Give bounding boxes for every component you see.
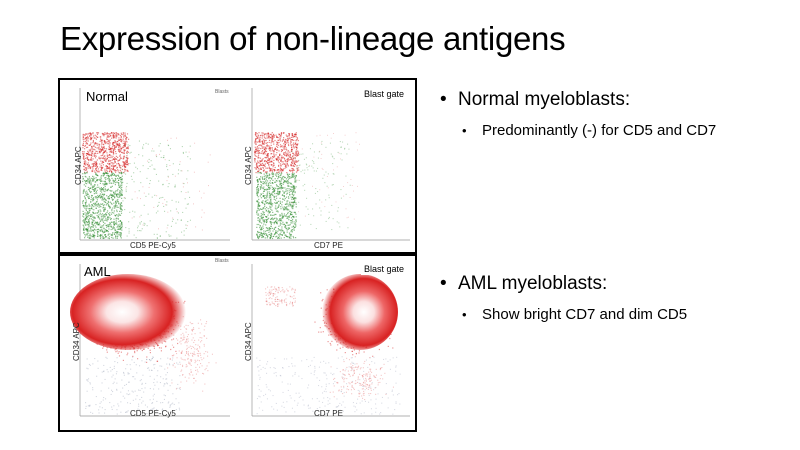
bullet-aml-myeloblasts: • AML myeloblasts:	[440, 272, 780, 296]
normal-flow-panel: Normal Blasts Blast gate CD34 APC CD5 PE…	[58, 78, 417, 254]
normal-right-plot	[251, 88, 410, 241]
normal-left-plot	[79, 88, 230, 241]
sub-bullet-text: Show bright CD7 and dim CD5	[482, 306, 688, 323]
normal-left-x-axis-label: CD5 PE-Cy5	[130, 241, 176, 250]
aml-left-blast-cluster	[70, 274, 186, 350]
normal-right-x-axis-label: CD7 PE	[314, 241, 343, 250]
sub-bullet-dot: •	[462, 123, 467, 138]
normal-bullet-group: • Normal myeloblasts: • Predominantly (-…	[440, 88, 780, 141]
aml-scatter-svg	[70, 264, 410, 417]
sub-bullet-text: Predominantly (-) for CD5 and CD7	[482, 122, 717, 139]
aml-right-plot	[251, 264, 410, 417]
aml-blast-gate-label: Blast gate	[361, 263, 408, 275]
normal-blast-gate-label: Blast gate	[361, 88, 408, 100]
bullet-text: Normal myeloblasts:	[458, 89, 631, 110]
slide-title: Expression of non-lineage antigens	[60, 20, 566, 57]
aml-right-blast-cluster	[322, 274, 398, 350]
aml-right-x-axis-label: CD7 PE	[314, 409, 343, 418]
aml-left-x-axis-label: CD5 PE-Cy5	[130, 409, 176, 418]
bullet-text: AML myeloblasts:	[458, 273, 608, 294]
bullet-normal-myeloblasts: • Normal myeloblasts:	[440, 88, 780, 112]
aml-flow-panel: AML Blasts Blast gate CD34 APC CD5 PE-Cy…	[58, 254, 417, 432]
aml-panel-label: AML	[84, 264, 111, 279]
aml-blasts-tiny-label: Blasts	[215, 258, 229, 264]
sub-bullet-aml: • Show bright CD7 and dim CD5	[462, 304, 780, 325]
bullet-dot: •	[440, 273, 447, 294]
aml-left-y-axis-label: CD34 APC	[72, 322, 81, 361]
bullet-dot: •	[440, 89, 447, 110]
normal-right-y-axis-label: CD34 APC	[244, 146, 253, 185]
normal-panel-label: Normal	[86, 89, 128, 104]
sub-bullet-dot: •	[462, 307, 467, 322]
aml-right-y-axis-label: CD34 APC	[244, 322, 253, 361]
normal-left-y-axis-label: CD34 APC	[74, 146, 83, 185]
aml-left-plot	[70, 264, 230, 417]
aml-bullet-group: • AML myeloblasts: • Show bright CD7 and…	[440, 272, 780, 325]
sub-bullet-normal: • Predominantly (-) for CD5 and CD7	[462, 120, 780, 141]
normal-scatter-svg	[79, 88, 410, 241]
normal-blasts-tiny-label: Blasts	[215, 89, 229, 95]
